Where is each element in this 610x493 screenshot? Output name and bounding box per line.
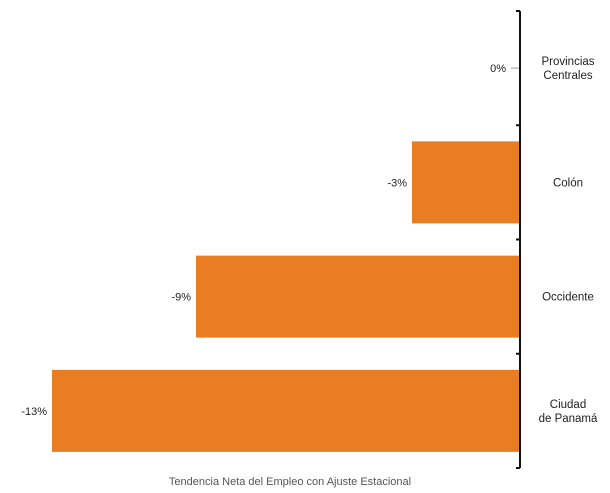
x-axis-label: Tendencia Neta del Empleo con Ajuste Est… — [168, 476, 412, 488]
value-label: 0% — [490, 63, 506, 75]
category-label-line: de Panamá — [539, 413, 598, 425]
category-label: Provincias Centrales — [541, 56, 594, 82]
bar — [412, 141, 520, 224]
category-label-line: Ciudad — [550, 399, 586, 411]
value-label: -13% — [21, 406, 47, 418]
category-axis — [516, 10, 521, 469]
bars-group — [52, 67, 520, 452]
category-label-line: Centrales — [543, 70, 592, 82]
category-label: Occidente — [542, 292, 594, 304]
bar — [52, 369, 520, 452]
category-label-line: Colón — [553, 177, 583, 189]
value-label: -9% — [171, 292, 191, 304]
category-label: Ciudad de Panamá — [539, 399, 598, 425]
category-label-line: Provincias — [541, 56, 594, 68]
value-labels-group: 0% -3% -9% -13% — [21, 63, 506, 418]
category-labels-group: Provincias Centrales Colón Occidente Ciudad d… — [539, 56, 598, 425]
category-label: Colón — [553, 177, 583, 189]
bar — [196, 255, 520, 338]
value-label: -3% — [387, 177, 407, 189]
category-label-line: Occidente — [542, 292, 594, 304]
